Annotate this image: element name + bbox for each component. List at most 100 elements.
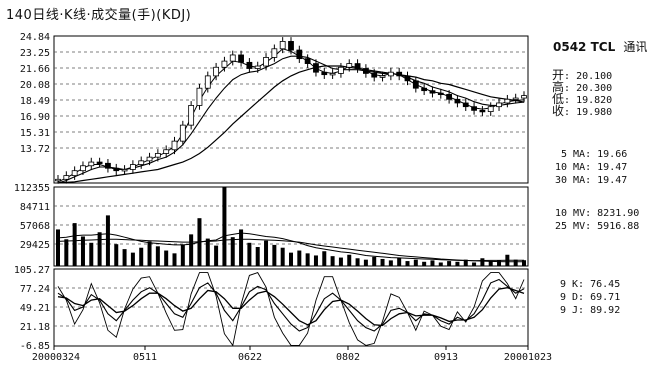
volume-bar: [56, 229, 60, 266]
volume-bar: [272, 244, 277, 266]
volume-tick-label: 84711: [20, 202, 50, 213]
candle-body: [188, 105, 195, 126]
volume-bar: [430, 260, 435, 266]
price-tick-label: 21.66: [20, 64, 50, 75]
volume-bar: [297, 250, 302, 266]
price-5-ma-line: [57, 48, 525, 183]
kdj-row: 9 J: 89.92: [560, 304, 620, 317]
high-row: 高: 20.300: [552, 80, 613, 94]
candle-body: [462, 102, 469, 108]
kdj-row: 9 D: 69.71: [560, 291, 620, 304]
x-tick-label: 0802: [336, 352, 360, 363]
candle-body: [96, 161, 103, 164]
kdj-row: 9 K: 76.45: [560, 278, 620, 291]
candle-body: [55, 178, 61, 182]
mv-row: 10 MV: 8231.90: [555, 207, 639, 220]
chart-title: 140日线·K线·成交量(手)(KDJ): [6, 8, 192, 23]
kdj-label: 9 D:: [560, 292, 585, 303]
ma-value: 19.66: [597, 149, 628, 160]
ma-label: 10 MA:: [555, 162, 592, 173]
kdj-9-d-line: [57, 287, 525, 327]
candle-body: [271, 48, 278, 58]
ma-row: 30 MA: 19.47: [555, 174, 627, 187]
mv-block: 10 MV: 8231.90 25 MV: 5916.88: [555, 207, 639, 233]
stock-suffix: 通讯: [623, 40, 648, 54]
open-label: 开: [552, 68, 565, 82]
candle-body: [221, 60, 228, 68]
volume-bar: [122, 249, 127, 266]
candle-body: [512, 97, 519, 100]
volume-bar: [264, 240, 269, 266]
volume-bar: [89, 242, 94, 266]
volume-bar: [180, 244, 185, 266]
candle-body: [379, 75, 386, 78]
candle-body: [404, 75, 411, 82]
volume-bar: [522, 260, 526, 266]
ma-value: 19.47: [597, 175, 628, 186]
candle-body: [288, 41, 294, 51]
volume-bar: [72, 223, 77, 266]
candle-body: [338, 66, 344, 74]
candle-body: [138, 160, 145, 165]
volume-bar: [405, 261, 410, 266]
candle-body: [246, 61, 253, 69]
candle-body: [204, 75, 211, 89]
kdj-panel: [53, 268, 529, 347]
volume-bar: [205, 238, 210, 266]
candle-body: [229, 54, 236, 62]
candle-body: [346, 63, 353, 68]
candle-body: [213, 66, 220, 77]
kdj-tick-label: -6.85: [20, 341, 50, 352]
volume-bar: [388, 260, 393, 266]
x-tick-label: 0913: [434, 352, 458, 363]
candle-body: [521, 95, 527, 99]
volume-bar: [438, 262, 443, 266]
volume-bar: [472, 262, 477, 266]
x-tick-label: 0511: [133, 352, 157, 363]
candle-body: [479, 109, 486, 113]
kdj-9-k-line: [57, 278, 525, 332]
price-10-ma-line: [57, 55, 525, 184]
candle-body: [354, 63, 361, 69]
candle-body: [63, 175, 70, 180]
candle-body: [129, 164, 136, 170]
mv-row: 25 MV: 5916.88: [555, 220, 639, 233]
low-value: 19.820: [576, 95, 613, 106]
ma-row: 5 MA: 19.66: [555, 148, 627, 161]
candle-body: [446, 93, 453, 100]
close-value: 19.980: [576, 107, 613, 118]
kdj-tick-label: 77.24: [20, 284, 50, 295]
volume-bar: [355, 258, 360, 266]
x-tick-label: 20000324: [32, 352, 80, 363]
volume-bar: [322, 251, 327, 266]
volume-bar: [172, 253, 177, 266]
price-tick-label: 20.08: [20, 80, 50, 91]
kdj-tick-label: 105.27: [14, 265, 50, 276]
volume-bar: [372, 256, 377, 266]
ma-label: 30 MA:: [555, 175, 592, 186]
volume-bar: [147, 241, 152, 266]
candle-body: [313, 63, 319, 73]
candle-body: [121, 169, 128, 172]
price-tick-label: 15.31: [20, 128, 50, 139]
volume-25-mv-line: [57, 238, 524, 263]
candle-body: [396, 71, 403, 77]
kdj-value: 69.71: [590, 292, 621, 303]
mv-value: 5916.88: [597, 221, 640, 232]
candle-body: [362, 68, 369, 74]
mv-label: 25 MV:: [555, 221, 592, 232]
candle-body: [437, 92, 444, 96]
volume-bar: [80, 236, 85, 266]
x-tick-label: 20001023: [504, 352, 552, 363]
volume-bar: [363, 259, 368, 266]
volume-bar: [114, 244, 119, 266]
volume-bar: [230, 237, 235, 266]
volume-bar: [488, 261, 493, 266]
candle-body: [263, 57, 269, 67]
ma-block: 5 MA: 19.66 10 MA: 19.47 30 MA: 19.47: [555, 148, 627, 187]
volume-bar: [64, 239, 69, 266]
candle-body: [421, 87, 428, 92]
price-panel: [53, 35, 529, 184]
volume-bar: [189, 234, 194, 266]
candle-body: [321, 71, 328, 76]
